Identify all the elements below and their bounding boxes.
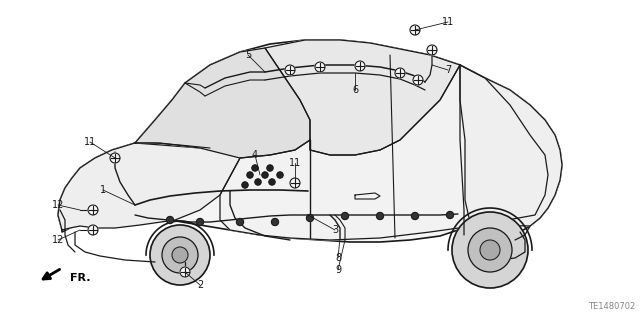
Text: 7: 7	[445, 65, 451, 75]
Circle shape	[376, 212, 383, 219]
Circle shape	[307, 214, 314, 221]
Circle shape	[355, 61, 365, 71]
Circle shape	[412, 212, 419, 219]
Circle shape	[468, 228, 512, 272]
Text: 5: 5	[245, 50, 251, 60]
Circle shape	[315, 62, 325, 72]
Circle shape	[88, 225, 98, 235]
Text: 9: 9	[335, 265, 341, 275]
Text: 12: 12	[52, 235, 64, 245]
Polygon shape	[460, 65, 562, 226]
Circle shape	[413, 75, 423, 85]
Text: 1: 1	[100, 185, 106, 195]
Circle shape	[88, 205, 98, 215]
Circle shape	[452, 212, 528, 288]
Text: 3: 3	[332, 225, 338, 235]
Circle shape	[277, 172, 283, 178]
Circle shape	[255, 179, 261, 185]
Circle shape	[410, 25, 420, 35]
Text: 11: 11	[442, 17, 454, 27]
Circle shape	[427, 45, 437, 55]
Text: 8: 8	[335, 253, 341, 263]
Circle shape	[150, 225, 210, 285]
Polygon shape	[135, 48, 310, 158]
Text: 11: 11	[84, 137, 96, 147]
Circle shape	[237, 219, 243, 226]
Circle shape	[166, 217, 173, 224]
Circle shape	[395, 68, 405, 78]
Text: 4: 4	[252, 150, 258, 160]
Text: 12: 12	[52, 200, 64, 210]
Circle shape	[196, 219, 204, 226]
Text: 6: 6	[352, 85, 358, 95]
Circle shape	[269, 179, 275, 185]
Circle shape	[447, 211, 454, 219]
Circle shape	[247, 172, 253, 178]
Circle shape	[162, 237, 198, 273]
Polygon shape	[58, 143, 240, 230]
Circle shape	[285, 65, 295, 75]
Text: 2: 2	[197, 280, 203, 290]
Circle shape	[180, 267, 190, 277]
Text: 11: 11	[289, 158, 301, 168]
Circle shape	[342, 212, 349, 219]
Polygon shape	[265, 40, 460, 155]
Circle shape	[110, 153, 120, 163]
Text: FR.: FR.	[70, 273, 90, 283]
Circle shape	[267, 165, 273, 171]
Circle shape	[290, 178, 300, 188]
Polygon shape	[220, 65, 548, 240]
Polygon shape	[58, 40, 562, 242]
Circle shape	[242, 182, 248, 188]
Circle shape	[271, 219, 278, 226]
Circle shape	[262, 172, 268, 178]
Circle shape	[252, 165, 258, 171]
Text: TE1480702: TE1480702	[588, 302, 635, 311]
Circle shape	[480, 240, 500, 260]
Circle shape	[172, 247, 188, 263]
